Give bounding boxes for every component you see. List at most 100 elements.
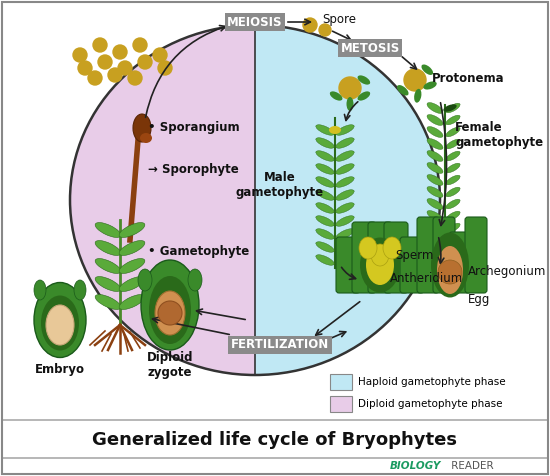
Ellipse shape [149, 276, 191, 344]
Ellipse shape [133, 114, 151, 142]
Bar [330, 374, 352, 390]
Ellipse shape [329, 126, 341, 134]
Ellipse shape [316, 216, 334, 226]
Ellipse shape [421, 64, 433, 75]
Ellipse shape [437, 246, 463, 294]
Ellipse shape [141, 260, 199, 350]
Ellipse shape [446, 115, 460, 125]
Ellipse shape [383, 237, 401, 259]
Ellipse shape [397, 85, 409, 96]
Ellipse shape [336, 138, 354, 149]
Ellipse shape [138, 269, 152, 291]
Ellipse shape [336, 125, 354, 135]
FancyBboxPatch shape [417, 217, 439, 293]
Circle shape [113, 45, 127, 59]
Circle shape [339, 77, 361, 99]
Ellipse shape [119, 240, 145, 256]
Text: Male
gametophyte: Male gametophyte [236, 171, 324, 199]
Text: READER: READER [448, 461, 494, 471]
Circle shape [303, 18, 317, 32]
Ellipse shape [446, 199, 460, 209]
Ellipse shape [316, 151, 334, 161]
Circle shape [153, 48, 167, 62]
Circle shape [158, 61, 172, 75]
Ellipse shape [427, 115, 443, 125]
Ellipse shape [431, 232, 469, 298]
Circle shape [98, 55, 112, 69]
Text: Spore: Spore [322, 13, 356, 27]
FancyBboxPatch shape [465, 217, 487, 293]
Ellipse shape [316, 164, 334, 174]
Ellipse shape [446, 127, 460, 137]
Ellipse shape [41, 296, 79, 350]
FancyBboxPatch shape [384, 222, 408, 293]
Ellipse shape [34, 282, 86, 357]
Circle shape [88, 71, 102, 85]
Ellipse shape [336, 164, 354, 174]
Ellipse shape [446, 175, 460, 185]
Ellipse shape [446, 151, 460, 161]
Ellipse shape [95, 258, 121, 273]
Text: MEIOSIS: MEIOSIS [227, 16, 283, 29]
Ellipse shape [188, 269, 202, 291]
Ellipse shape [427, 163, 443, 173]
Ellipse shape [155, 291, 185, 335]
FancyBboxPatch shape [352, 222, 376, 293]
FancyBboxPatch shape [400, 237, 424, 293]
Circle shape [319, 24, 331, 36]
Text: Archegonium: Archegonium [468, 266, 546, 278]
Text: BIOLOGY: BIOLOGY [390, 461, 441, 471]
Ellipse shape [371, 244, 389, 266]
Bar [2, 420, 548, 458]
Circle shape [158, 301, 182, 325]
Ellipse shape [316, 190, 334, 200]
Ellipse shape [346, 97, 354, 111]
Ellipse shape [446, 139, 460, 149]
Ellipse shape [336, 190, 354, 200]
Text: → Sporophyte: → Sporophyte [148, 163, 239, 177]
Ellipse shape [330, 91, 343, 100]
Ellipse shape [443, 104, 456, 112]
FancyBboxPatch shape [368, 222, 392, 293]
Circle shape [128, 71, 142, 85]
Text: METOSIS: METOSIS [340, 41, 400, 54]
Ellipse shape [427, 187, 443, 198]
Ellipse shape [427, 198, 443, 209]
Text: Protonema: Protonema [432, 71, 505, 85]
Ellipse shape [74, 280, 86, 300]
Ellipse shape [316, 203, 334, 213]
Ellipse shape [427, 210, 443, 221]
Text: Female
gametophyte: Female gametophyte [455, 121, 543, 149]
Ellipse shape [316, 125, 334, 135]
Ellipse shape [119, 223, 145, 238]
Circle shape [93, 38, 107, 52]
Text: FERTILIZATION: FERTILIZATION [231, 338, 329, 351]
Ellipse shape [316, 177, 334, 187]
Circle shape [133, 38, 147, 52]
Text: Diploid
zygote: Diploid zygote [147, 351, 193, 379]
Ellipse shape [336, 242, 354, 252]
Ellipse shape [360, 238, 400, 292]
Text: • Gametophyte: • Gametophyte [148, 246, 249, 258]
Text: Sperm: Sperm [395, 248, 433, 261]
Bar [330, 396, 352, 412]
Ellipse shape [336, 255, 354, 265]
Text: Generalized life cycle of Bryophytes: Generalized life cycle of Bryophytes [92, 431, 458, 449]
Circle shape [78, 61, 92, 75]
Ellipse shape [446, 163, 460, 173]
Ellipse shape [140, 133, 152, 143]
Ellipse shape [119, 277, 145, 291]
Ellipse shape [336, 216, 354, 226]
Ellipse shape [414, 89, 421, 103]
Ellipse shape [316, 255, 334, 265]
Ellipse shape [119, 258, 145, 273]
Ellipse shape [446, 187, 460, 197]
Text: Embryo: Embryo [35, 364, 85, 377]
Ellipse shape [119, 295, 145, 309]
Ellipse shape [427, 223, 443, 233]
Circle shape [118, 61, 132, 75]
Ellipse shape [424, 81, 437, 89]
Circle shape [438, 260, 462, 284]
FancyBboxPatch shape [449, 232, 471, 293]
Ellipse shape [95, 240, 121, 256]
